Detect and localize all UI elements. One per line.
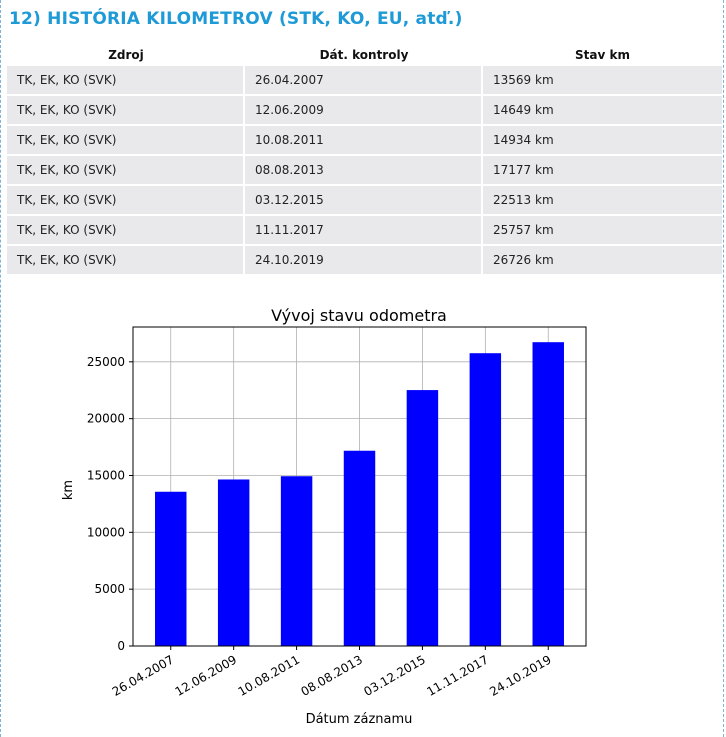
y-tick-label: 10000 bbox=[87, 525, 125, 539]
x-tick-label: 10.08.2011 bbox=[236, 652, 303, 698]
y-axis-label: km bbox=[61, 480, 76, 500]
cell-source: TK, EK, KO (SVK) bbox=[7, 96, 245, 126]
y-tick-label: 5000 bbox=[94, 582, 125, 596]
y-tick-label: 15000 bbox=[87, 468, 125, 482]
header-date: Dát. kontroly bbox=[319, 48, 409, 62]
x-axis-label: Dátum záznamu bbox=[306, 712, 413, 727]
table-row: TK, EK, KO (SVK) 26.04.2007 13569 km bbox=[7, 66, 722, 96]
cell-source: TK, EK, KO (SVK) bbox=[7, 246, 245, 276]
bar-10.08.2011 bbox=[280, 476, 313, 646]
cell-date: 03.12.2015 bbox=[245, 186, 483, 216]
odometer-chart-svg: Vývoj stavu odometra 0 5000 10000 15000 2000… bbox=[61, 306, 587, 727]
odometer-chart: Vývoj stavu odometra 0 5000 10000 15000 2000… bbox=[56, 298, 616, 733]
table-row: TK, EK, KO (SVK) 12.06.2009 14649 km bbox=[7, 96, 722, 126]
table-row: TK, EK, KO (SVK) 24.10.2019 26726 km bbox=[7, 246, 722, 276]
header-source: Zdroj bbox=[108, 48, 144, 62]
cell-date: 10.08.2011 bbox=[245, 126, 483, 156]
cell-source: TK, EK, KO (SVK) bbox=[7, 186, 245, 216]
cell-km: 14649 km bbox=[483, 96, 722, 126]
bar-layer bbox=[155, 342, 564, 646]
cell-date: 11.11.2017 bbox=[245, 216, 483, 246]
cell-km: 13569 km bbox=[483, 66, 722, 96]
table-row: TK, EK, KO (SVK) 08.08.2013 17177 km bbox=[7, 156, 722, 186]
bar-03.12.2015 bbox=[406, 390, 439, 646]
cell-date: 08.08.2013 bbox=[245, 156, 483, 186]
cell-km: 14934 km bbox=[483, 126, 722, 156]
cell-km: 26726 km bbox=[483, 246, 722, 276]
x-tick-label: 11.11.2017 bbox=[424, 652, 491, 698]
cell-source: TK, EK, KO (SVK) bbox=[7, 156, 245, 186]
cell-source: TK, EK, KO (SVK) bbox=[7, 66, 245, 96]
x-tick-label: 24.10.2019 bbox=[487, 652, 554, 698]
km-history-table: Zdroj Dát. kontroly Stav km TK, EK, KO (… bbox=[7, 44, 722, 276]
x-tick-label: 08.08.2013 bbox=[298, 652, 365, 698]
bar-08.08.2013 bbox=[343, 450, 376, 646]
table-row: TK, EK, KO (SVK) 11.11.2017 25757 km bbox=[7, 216, 722, 246]
x-tick-label: 26.04.2007 bbox=[110, 652, 177, 698]
cell-km: 22513 km bbox=[483, 186, 722, 216]
bar-24.10.2019 bbox=[532, 342, 564, 646]
bar-26.04.2007 bbox=[155, 491, 187, 646]
cell-date: 12.06.2009 bbox=[245, 96, 483, 126]
y-tick-label: 25000 bbox=[87, 355, 125, 369]
cell-date: 24.10.2019 bbox=[245, 246, 483, 276]
y-tick-label: 20000 bbox=[87, 412, 125, 426]
table-row: TK, EK, KO (SVK) 03.12.2015 22513 km bbox=[7, 186, 722, 216]
cell-km: 25757 km bbox=[483, 216, 722, 246]
y-tick-label: 0 bbox=[117, 639, 125, 653]
cell-date: 26.04.2007 bbox=[245, 66, 483, 96]
cell-source: TK, EK, KO (SVK) bbox=[7, 216, 245, 246]
section-title: 12) HISTÓRIA KILOMETROV (STK, KO, EU, at… bbox=[9, 9, 463, 29]
x-tick-label: 12.06.2009 bbox=[173, 652, 240, 698]
bar-12.06.2009 bbox=[217, 479, 250, 646]
cell-source: TK, EK, KO (SVK) bbox=[7, 126, 245, 156]
x-tick-label: 03.12.2015 bbox=[361, 652, 428, 698]
chart-title: Vývoj stavu odometra bbox=[271, 306, 447, 325]
cell-km: 17177 km bbox=[483, 156, 722, 186]
table-row: TK, EK, KO (SVK) 10.08.2011 14934 km bbox=[7, 126, 722, 156]
bar-11.11.2017 bbox=[469, 353, 502, 646]
header-km: Stav km bbox=[575, 48, 630, 62]
table-header-row: Zdroj Dát. kontroly Stav km bbox=[7, 44, 722, 66]
